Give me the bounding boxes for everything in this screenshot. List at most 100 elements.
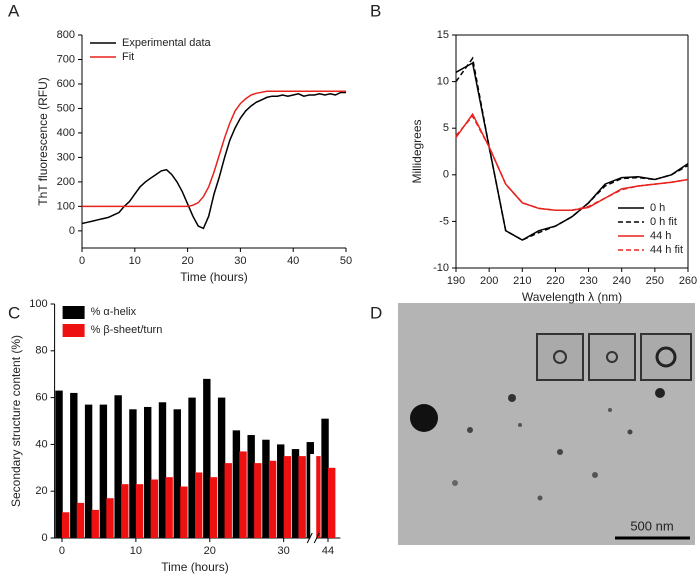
- y-axis-label: Secondary structure content (%): [9, 335, 23, 507]
- y-tick-label: -10: [433, 262, 449, 274]
- y-tick-label: 80: [35, 345, 47, 357]
- y-tick-label: 500: [57, 102, 75, 114]
- legend-label: % α-helix: [91, 306, 137, 318]
- bar: [84, 404, 93, 538]
- y-tick-label: 100: [29, 298, 47, 310]
- x-tick-label: 10: [129, 255, 141, 267]
- y-axis-label: Millidegrees: [410, 119, 424, 183]
- bar: [55, 390, 63, 538]
- bar: [328, 467, 336, 538]
- x-tick-label: 50: [340, 255, 352, 267]
- bar: [239, 451, 247, 538]
- panel-label: C: [8, 303, 20, 322]
- x-tick-label: 40: [287, 255, 299, 267]
- x-tick-label: 20: [204, 545, 216, 557]
- bar: [173, 409, 181, 538]
- y-tick-label: 10: [437, 76, 449, 88]
- x-tick-label: 0: [79, 255, 85, 267]
- bar: [291, 449, 300, 538]
- bar: [114, 395, 122, 538]
- x-tick-label: 190: [447, 275, 465, 287]
- y-tick-label: 20: [35, 485, 47, 497]
- bar: [99, 404, 108, 538]
- y-tick-label: 800: [57, 29, 75, 41]
- bar: [232, 430, 241, 538]
- bar: [61, 512, 70, 538]
- y-tick-label: 5: [443, 122, 449, 134]
- axis-break: [310, 454, 317, 544]
- legend-swatch: [62, 306, 85, 319]
- y-tick-label: 300: [57, 151, 75, 163]
- x-tick-label: 30: [278, 545, 290, 557]
- bar: [76, 502, 85, 538]
- x-axis-label: Time (hours): [161, 560, 229, 574]
- bar: [91, 509, 99, 538]
- bar: [129, 409, 137, 538]
- bar: [217, 397, 226, 538]
- y-tick-label: 60: [35, 392, 47, 404]
- y-tick-label: -5: [439, 215, 449, 227]
- bar: [158, 402, 167, 538]
- bar: [195, 472, 203, 538]
- bar: [254, 463, 262, 538]
- bar: [121, 484, 129, 538]
- x-tick-label: 10: [130, 545, 142, 557]
- bar: [180, 486, 188, 538]
- legend-swatch: [62, 324, 85, 337]
- bar: [150, 479, 159, 538]
- scale-bar-label: 500 nm: [630, 518, 673, 533]
- x-tick-label: 20: [181, 255, 193, 267]
- panel-label: D: [370, 303, 382, 322]
- legend-label: % β-sheet/turn: [91, 324, 163, 336]
- x-tick-label: 240: [613, 275, 631, 287]
- bar: [283, 456, 292, 538]
- bar: [165, 477, 173, 538]
- legend-label: 44 h fit: [650, 244, 683, 256]
- panel-label: A: [8, 1, 20, 20]
- bar: [268, 460, 277, 538]
- bar: [321, 418, 329, 538]
- legend-label: 44 h: [650, 230, 671, 242]
- bar: [247, 435, 255, 538]
- bar: [106, 498, 114, 538]
- data-line: [82, 90, 346, 208]
- x-tick-label: 260: [679, 275, 697, 287]
- x-tick-label: 230: [579, 275, 597, 287]
- bar: [277, 444, 285, 538]
- y-tick-label: 400: [57, 127, 75, 139]
- x-tick-label: 250: [646, 275, 664, 287]
- data-line: [455, 112, 689, 211]
- bar: [209, 477, 218, 538]
- micrograph: [398, 303, 695, 545]
- bar: [135, 484, 144, 538]
- y-tick-label: 600: [57, 78, 75, 90]
- data-line: [81, 91, 346, 230]
- y-tick-label: 15: [437, 29, 449, 41]
- bar: [188, 397, 196, 538]
- bar: [224, 463, 232, 538]
- bar: [70, 392, 78, 538]
- legend-label: 0 h fit: [650, 216, 677, 228]
- bar: [298, 456, 306, 538]
- y-tick-label: 40: [35, 438, 47, 450]
- panel-label: B: [370, 1, 381, 20]
- y-tick-label: 0: [69, 225, 75, 237]
- y-tick-label: 100: [57, 200, 75, 212]
- x-tick-label: 210: [513, 275, 531, 287]
- x-tick-label: 220: [546, 275, 564, 287]
- legend-label: 0 h: [650, 202, 665, 214]
- y-tick-label: 700: [57, 53, 75, 65]
- x-tick-label: 0: [59, 545, 65, 557]
- legend-label: Fit: [122, 51, 134, 63]
- x-axis-label: Time (hours): [180, 270, 248, 284]
- y-tick-label: 200: [57, 176, 75, 188]
- x-tick-label: 30: [234, 255, 246, 267]
- x-axis-label: Wavelength λ (nm): [522, 290, 622, 304]
- y-axis-label: ThT fluorescence (RFU): [36, 77, 50, 205]
- bar: [203, 378, 211, 538]
- x-tick-label: 44: [322, 545, 334, 557]
- bar: [262, 439, 270, 538]
- data-line: [455, 114, 689, 211]
- bar: [313, 456, 321, 538]
